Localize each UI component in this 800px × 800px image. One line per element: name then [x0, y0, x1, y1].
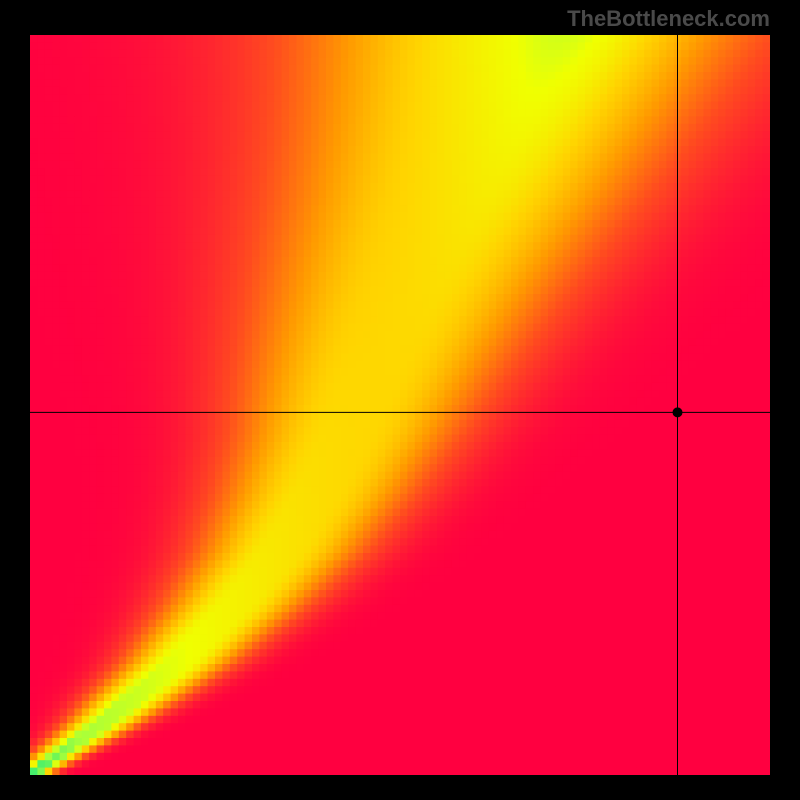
chart-frame: TheBottleneck.com: [0, 0, 800, 800]
bottleneck-heatmap: [30, 35, 770, 775]
heatmap-cells: [30, 35, 770, 775]
crosshair-marker: [673, 407, 683, 417]
watermark-text: TheBottleneck.com: [567, 6, 770, 32]
